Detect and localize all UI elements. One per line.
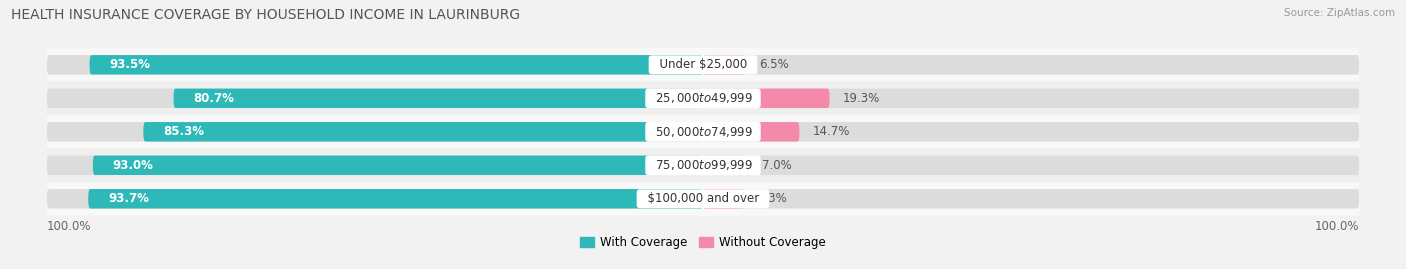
- FancyBboxPatch shape: [703, 122, 800, 141]
- FancyBboxPatch shape: [143, 122, 703, 141]
- Text: 7.0%: 7.0%: [762, 159, 792, 172]
- Text: 19.3%: 19.3%: [842, 92, 880, 105]
- FancyBboxPatch shape: [703, 155, 749, 175]
- FancyBboxPatch shape: [703, 55, 1360, 75]
- Text: 93.5%: 93.5%: [110, 58, 150, 71]
- Text: 6.5%: 6.5%: [759, 58, 789, 71]
- FancyBboxPatch shape: [703, 89, 1360, 108]
- FancyBboxPatch shape: [46, 148, 1360, 182]
- Text: $75,000 to $99,999: $75,000 to $99,999: [648, 158, 758, 172]
- FancyBboxPatch shape: [46, 48, 1360, 82]
- FancyBboxPatch shape: [46, 82, 1360, 115]
- FancyBboxPatch shape: [703, 55, 745, 75]
- FancyBboxPatch shape: [46, 189, 703, 208]
- Text: HEALTH INSURANCE COVERAGE BY HOUSEHOLD INCOME IN LAURINBURG: HEALTH INSURANCE COVERAGE BY HOUSEHOLD I…: [11, 8, 520, 22]
- FancyBboxPatch shape: [173, 89, 703, 108]
- Text: 85.3%: 85.3%: [163, 125, 204, 138]
- Text: $50,000 to $74,999: $50,000 to $74,999: [648, 125, 758, 139]
- FancyBboxPatch shape: [89, 189, 703, 208]
- FancyBboxPatch shape: [46, 89, 703, 108]
- FancyBboxPatch shape: [46, 182, 1360, 215]
- Text: 100.0%: 100.0%: [46, 220, 91, 233]
- Text: 93.0%: 93.0%: [112, 159, 153, 172]
- FancyBboxPatch shape: [46, 155, 703, 175]
- Text: $25,000 to $49,999: $25,000 to $49,999: [648, 91, 758, 105]
- FancyBboxPatch shape: [703, 122, 1360, 141]
- FancyBboxPatch shape: [703, 89, 830, 108]
- FancyBboxPatch shape: [703, 189, 744, 208]
- Text: Under $25,000: Under $25,000: [651, 58, 755, 71]
- Text: 6.3%: 6.3%: [758, 192, 787, 205]
- FancyBboxPatch shape: [46, 55, 703, 75]
- Text: 93.7%: 93.7%: [108, 192, 149, 205]
- Legend: With Coverage, Without Coverage: With Coverage, Without Coverage: [575, 231, 831, 254]
- FancyBboxPatch shape: [46, 122, 703, 141]
- FancyBboxPatch shape: [90, 55, 703, 75]
- Text: 100.0%: 100.0%: [1315, 220, 1360, 233]
- Text: Source: ZipAtlas.com: Source: ZipAtlas.com: [1284, 8, 1395, 18]
- FancyBboxPatch shape: [93, 155, 703, 175]
- Text: 14.7%: 14.7%: [813, 125, 851, 138]
- FancyBboxPatch shape: [46, 115, 1360, 148]
- Text: 80.7%: 80.7%: [193, 92, 233, 105]
- FancyBboxPatch shape: [703, 155, 1360, 175]
- FancyBboxPatch shape: [703, 189, 1360, 208]
- Text: $100,000 and over: $100,000 and over: [640, 192, 766, 205]
